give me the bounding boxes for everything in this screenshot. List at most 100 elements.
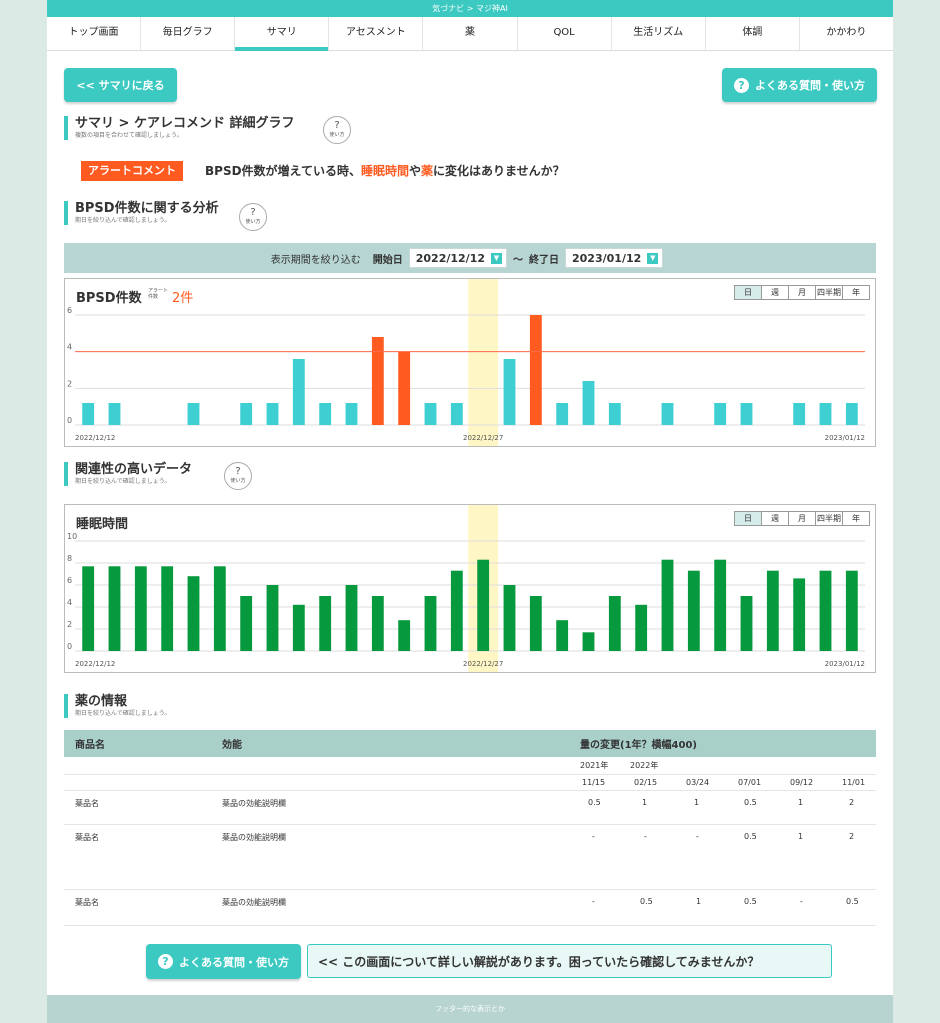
y-tick-label: 4 — [67, 598, 72, 607]
end-date-label: 終了日 — [529, 254, 559, 266]
alert-text-1: BPSD件数が増えている時、 — [205, 164, 361, 178]
bar — [292, 359, 305, 425]
dose-value: 1 — [798, 832, 804, 841]
highlight-column — [468, 279, 499, 446]
period-toggle: 日 週 月 四半期 年 — [734, 511, 870, 526]
bar — [714, 559, 727, 651]
period-year-button[interactable]: 年 — [842, 511, 870, 526]
period-quarter-button[interactable]: 四半期 — [815, 511, 843, 526]
bar — [793, 403, 806, 425]
period-week-button[interactable]: 週 — [761, 285, 789, 300]
tab-condition[interactable]: 体調 — [706, 17, 800, 50]
dose-value: 0.5 — [744, 832, 757, 841]
bar — [424, 596, 437, 651]
sleep-chart-panel: 0 2 4 6 8 10 2022/12/12 2022/12/27 2023/01/12 睡眠… — [64, 504, 876, 673]
bar — [766, 570, 779, 651]
year-label-2022: 2022年 — [630, 761, 659, 770]
col-effect: 効能 — [222, 740, 242, 751]
y-tick-label: 4 — [67, 343, 72, 352]
faq-button-bottom[interactable]: ? よくある質問・使い方 — [146, 944, 301, 979]
end-date-value: 2023/01/12 — [572, 251, 642, 265]
table-row: 薬品名 薬品の効能説明欄 - - - 0.5 1 2 — [64, 825, 876, 890]
period-day-button[interactable]: 日 — [734, 511, 762, 526]
section-med-title: 薬の情報 — [75, 694, 128, 709]
x-tick-label: 2022/12/12 — [75, 660, 115, 668]
bar — [266, 585, 279, 651]
question-icon: ? — [158, 954, 173, 969]
product-name: 薬品名 — [75, 898, 99, 907]
page-subtitle: 複数の項目を合わせて確認しましょう。 — [75, 132, 183, 139]
start-date-label: 開始日 — [372, 254, 403, 266]
bar — [450, 570, 463, 651]
bar — [608, 403, 621, 425]
bar — [134, 566, 147, 651]
tab-top[interactable]: トップ画面 — [47, 17, 142, 50]
faq-button[interactable]: ? よくある質問・使い方 — [722, 68, 877, 102]
alert-highlight-sleep: 睡眠時間 — [360, 164, 409, 178]
bar — [345, 585, 358, 651]
bar — [108, 403, 121, 425]
y-tick-label: 2 — [67, 379, 72, 388]
table-row: 薬品名 薬品の効能説明欄 0.5 1 1 0.5 1 2 — [64, 791, 876, 825]
dose-value: 1 — [694, 798, 700, 807]
medicine-table: 商品名 効能 量の変更(1年？横幅400) 2021年 2022年 11/15 … — [64, 730, 876, 926]
tab-assessment[interactable]: アセスメント — [329, 17, 424, 50]
bar — [793, 578, 806, 651]
filter-label: 表示期間を絞り込む — [270, 254, 361, 266]
bar — [292, 604, 305, 651]
help-icon-related[interactable]: ? 使い方 — [224, 462, 252, 490]
bar — [661, 559, 674, 651]
bpsd-chart: 0 2 4 6 2022/12/12 2022/12/27 2023/01/12 — [67, 279, 865, 446]
y-tick-label: 0 — [67, 416, 72, 425]
bar — [529, 596, 542, 651]
dose-value: 1 — [798, 798, 804, 807]
alert-count-label: アラート 件数 — [148, 288, 168, 300]
date-col: 02/15 — [634, 778, 658, 787]
section-main-header: サマリ > ケアレコメンド 詳細グラフ 複数の項目を合わせて確認しましょう。 — [64, 116, 294, 140]
tab-summary[interactable]: サマリ — [235, 17, 330, 51]
back-to-summary-button[interactable]: << サマリに戻る — [64, 68, 177, 102]
dose-value: 0.5 — [744, 897, 757, 906]
tab-medicine[interactable]: 薬 — [423, 17, 518, 50]
col-product-name: 商品名 — [75, 740, 105, 751]
question-icon: ? — [734, 77, 749, 93]
explanation-link[interactable]: << この画面について詳しい解説があります。困っていたら確認してみませんか？ — [307, 944, 832, 978]
tab-life-rhythm[interactable]: 生活リズム — [612, 17, 706, 50]
alert-text-2: や — [408, 164, 421, 178]
product-name: 薬品名 — [75, 799, 99, 808]
bar — [740, 596, 753, 651]
help-icon-bpsd[interactable]: ? 使い方 — [239, 203, 267, 231]
alert-badge: アラートコメント — [81, 161, 183, 181]
y-tick-label: 6 — [67, 306, 72, 315]
bar — [582, 632, 595, 651]
col-dose-change: 量の変更(1年？横幅400) — [580, 740, 697, 751]
period-month-button[interactable]: 月 — [788, 511, 816, 526]
period-day-button[interactable]: 日 — [734, 285, 762, 300]
tab-qol[interactable]: QOL — [518, 17, 612, 50]
help-icon[interactable]: ? 使い方 — [323, 116, 351, 144]
app-title: 気づナビ > マジ神AI — [47, 0, 893, 17]
tab-involvement[interactable]: かかわり — [826, 27, 867, 38]
bar — [398, 351, 411, 425]
date-col: 07/01 — [738, 778, 762, 787]
bar — [477, 559, 490, 651]
bar — [661, 403, 674, 425]
tab-daily-graph[interactable]: 毎日グラフ — [141, 17, 236, 50]
dose-value: - — [592, 897, 595, 906]
period-week-button[interactable]: 週 — [761, 511, 789, 526]
date-separator: 〜 — [513, 254, 523, 266]
footer: フッター的な表示とか — [47, 995, 893, 1023]
period-year-button[interactable]: 年 — [842, 285, 870, 300]
dose-value: 0.5 — [846, 897, 859, 906]
bar — [266, 403, 279, 425]
faq-button-label: よくある質問・使い方 — [755, 79, 865, 92]
product-name: 薬品名 — [75, 833, 99, 842]
date-col: 09/12 — [790, 778, 814, 787]
bar — [319, 403, 332, 425]
period-quarter-button[interactable]: 四半期 — [815, 285, 843, 300]
period-month-button[interactable]: 月 — [788, 285, 816, 300]
section-med-header: 薬の情報 期日を絞り込んで確認しましょう。 — [64, 694, 170, 718]
end-date-select[interactable]: 2023/01/12 ▼ — [565, 248, 664, 268]
start-date-select[interactable]: 2022/12/12 ▼ — [408, 248, 507, 268]
date-col: 03/24 — [686, 778, 710, 787]
